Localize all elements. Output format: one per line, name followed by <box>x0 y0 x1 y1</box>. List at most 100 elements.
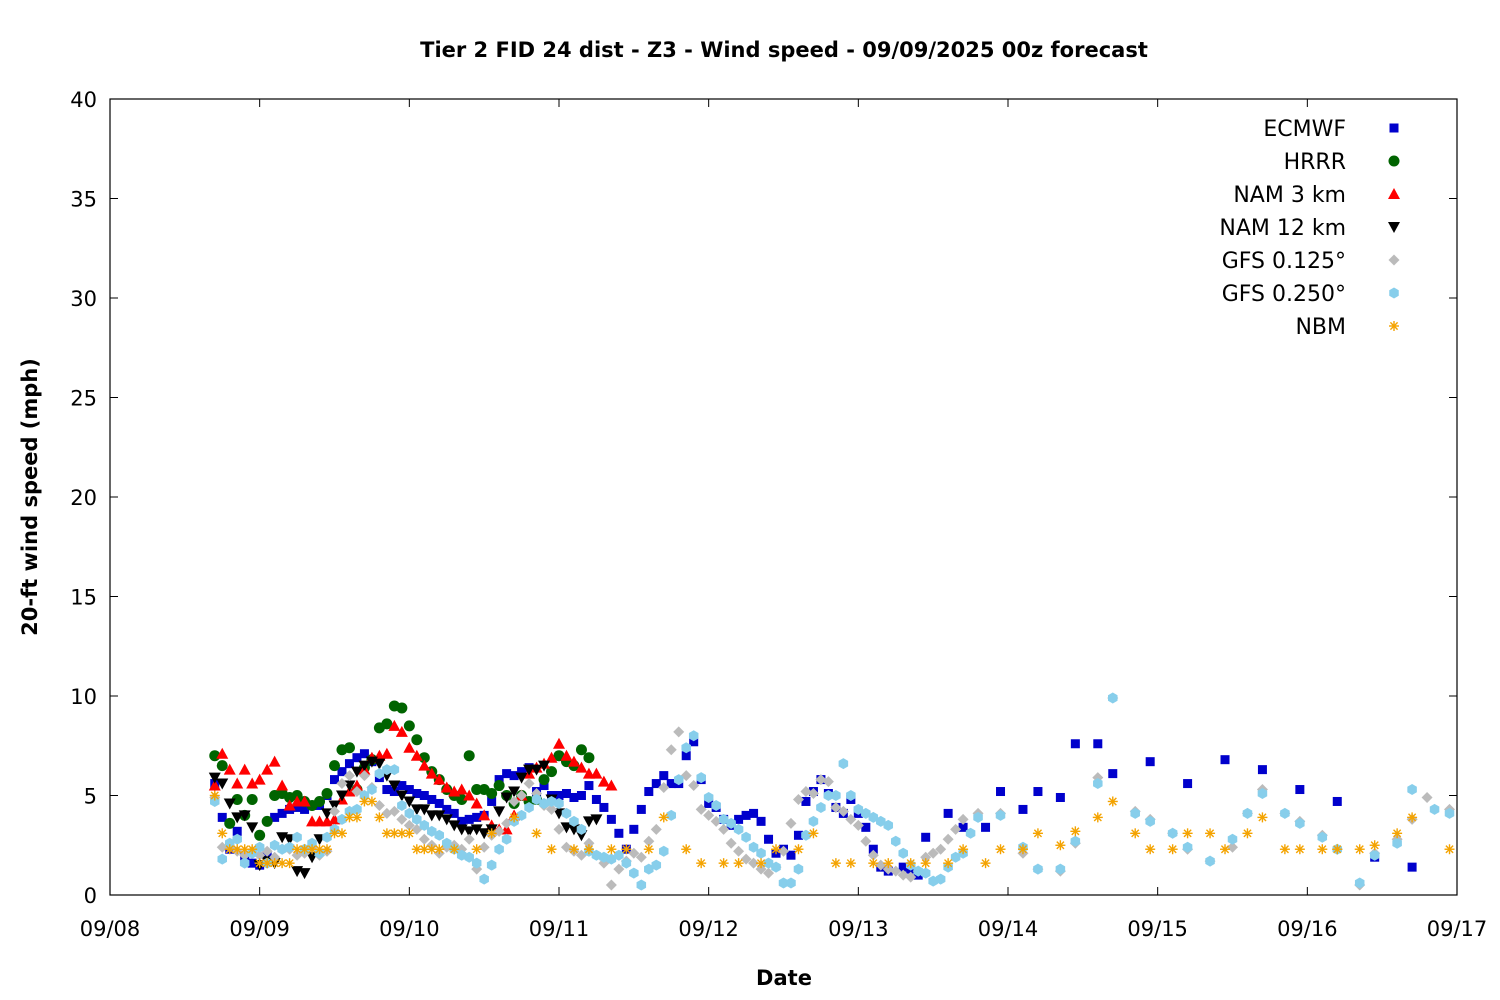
data-point <box>329 760 340 772</box>
y-tick-label: 5 <box>84 785 97 809</box>
data-point <box>822 776 834 788</box>
data-point <box>335 790 348 802</box>
data-point <box>696 858 707 869</box>
data-point <box>478 841 490 853</box>
data-point <box>440 781 453 793</box>
data-point <box>254 849 266 861</box>
data-point <box>1407 812 1418 823</box>
legend-marker <box>1388 254 1400 266</box>
data-point <box>621 857 632 869</box>
data-point <box>591 794 601 804</box>
data-point <box>845 858 856 869</box>
data-point <box>261 815 273 827</box>
data-point <box>298 795 311 807</box>
data-point <box>463 789 476 801</box>
data-point <box>980 858 991 869</box>
data-point <box>238 763 251 775</box>
data-point <box>382 764 392 776</box>
data-point <box>582 816 595 828</box>
data-point <box>1070 739 1080 749</box>
data-point <box>644 787 654 797</box>
data-point <box>247 844 258 855</box>
data-point <box>410 749 423 761</box>
data-point <box>1093 739 1103 749</box>
data-point <box>981 822 991 832</box>
data-point <box>1145 844 1156 855</box>
data-point <box>208 772 221 784</box>
data-point <box>216 760 228 772</box>
data-point <box>756 816 766 826</box>
data-point <box>1429 803 1440 815</box>
data-point <box>575 761 588 773</box>
data-point <box>1070 835 1081 847</box>
data-point <box>374 768 385 780</box>
data-point <box>442 804 452 814</box>
data-point <box>254 829 266 841</box>
data-point <box>629 824 639 834</box>
data-point <box>628 847 640 859</box>
data-point <box>958 844 969 855</box>
data-point <box>217 853 228 865</box>
data-point <box>478 828 491 840</box>
data-point <box>575 744 587 756</box>
data-point <box>1295 817 1305 829</box>
data-point <box>823 790 834 801</box>
data-point <box>470 797 483 809</box>
data-point <box>927 847 939 859</box>
data-point <box>223 798 236 810</box>
data-point <box>763 867 775 879</box>
data-point <box>741 810 751 820</box>
data-point <box>584 781 594 791</box>
data-point <box>1108 692 1118 704</box>
data-point <box>501 833 512 845</box>
data-point <box>1407 784 1417 796</box>
data-point <box>231 812 244 824</box>
data-point <box>419 791 429 800</box>
data-point <box>996 787 1006 797</box>
data-point <box>232 833 242 845</box>
data-point <box>920 867 931 879</box>
data-point <box>725 837 737 849</box>
data-point <box>1295 785 1305 795</box>
data-point <box>321 788 333 800</box>
data-point <box>427 794 437 804</box>
data-point <box>479 873 489 885</box>
data-point <box>516 809 527 821</box>
data-point <box>935 843 947 855</box>
data-point <box>367 784 377 796</box>
data-point <box>246 777 259 789</box>
data-point <box>336 778 348 790</box>
data-point <box>801 829 811 841</box>
data-point <box>935 873 946 885</box>
x-tick-label: 09/17 <box>1427 917 1488 941</box>
x-tick-label: 09/08 <box>80 917 141 941</box>
data-point <box>395 790 408 802</box>
data-point <box>359 749 369 759</box>
data-point <box>905 858 916 869</box>
data-point <box>373 799 385 811</box>
data-point <box>493 780 505 792</box>
data-point <box>283 799 296 811</box>
data-point <box>1018 804 1028 814</box>
data-point <box>493 806 506 818</box>
data-point <box>292 844 303 855</box>
data-point <box>292 831 302 843</box>
data-point <box>1055 792 1065 802</box>
plot-frame <box>109 98 1458 896</box>
data-point <box>546 766 558 778</box>
data-point <box>808 815 819 827</box>
data-point <box>1280 807 1290 819</box>
data-point <box>247 858 257 868</box>
data-point <box>853 803 864 815</box>
data-point <box>883 858 894 869</box>
x-tick-label: 09/15 <box>1127 917 1188 941</box>
data-point <box>1392 828 1403 839</box>
data-point <box>583 844 594 855</box>
data-point <box>778 877 789 889</box>
data-point <box>246 793 258 805</box>
data-point <box>792 793 804 805</box>
data-point <box>343 770 355 782</box>
data-point <box>875 859 887 871</box>
series-4 <box>209 692 1456 891</box>
data-point <box>524 801 534 813</box>
